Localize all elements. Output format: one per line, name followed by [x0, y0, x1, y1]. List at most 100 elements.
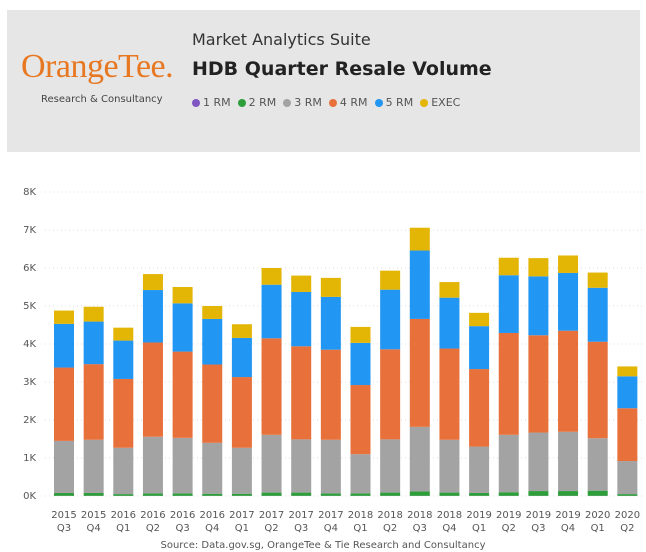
bar-segment [320, 349, 341, 440]
bar-segment [439, 282, 460, 298]
bar-segment [350, 326, 371, 343]
bar-segment [231, 377, 252, 448]
bar-segment [409, 426, 430, 492]
bar-segment [291, 275, 312, 292]
bar-segment [558, 491, 579, 496]
bar-segment [261, 434, 282, 493]
chart-title: HDB Quarter Resale Volume [192, 58, 492, 80]
x-tick-label: 2019 Q4 [555, 510, 581, 534]
legend-dot [374, 98, 383, 107]
legend-dot [192, 98, 200, 107]
bar-segment [587, 287, 608, 342]
x-tick-label: 2017 Q3 [288, 510, 314, 534]
legend-item: 2 RM [237, 96, 277, 109]
x-tick-label: 2015 Q4 [80, 510, 107, 534]
bar-segment [558, 431, 579, 492]
bar-segment [587, 341, 608, 439]
bar-segment [350, 385, 371, 455]
source-note: Source: Data.gov.sg, OrangeTee & Tie Res… [160, 540, 486, 551]
y-tick-label: 0K [23, 491, 36, 502]
bar-segment [380, 492, 401, 496]
bar-segment [469, 446, 490, 493]
bar-segment [291, 346, 312, 440]
legend-label: 3 RM [294, 96, 322, 109]
bar-segment [291, 439, 312, 493]
logo: OrangeTee. [21, 48, 174, 85]
x-tick-label: 2020 Q2 [614, 510, 641, 534]
bar-segment [113, 327, 134, 341]
bar-segment [380, 289, 401, 350]
legend-label: EXEC [431, 96, 461, 109]
bar-segment [320, 439, 341, 494]
legend-dot [283, 98, 292, 107]
bar-segment [409, 491, 430, 496]
bar-segment [142, 436, 163, 494]
suite-name: Market Analytics Suite [192, 30, 371, 49]
legend-label: 4 RM [339, 96, 368, 109]
bar-segment [172, 303, 193, 352]
bar-segment [113, 447, 134, 495]
legend-dot [328, 98, 337, 107]
bar-segment [528, 258, 549, 277]
legend-dot [237, 98, 246, 107]
bar-segment [528, 432, 549, 492]
bar-segment [587, 438, 608, 491]
bar-segment [528, 491, 549, 496]
bar-segment [469, 369, 490, 447]
legend-item: 1 RM [192, 96, 231, 109]
bar-segment [587, 272, 608, 288]
bar-segment [231, 493, 252, 496]
x-tick-label: 2016 Q1 [110, 510, 137, 534]
legend-label: 5 RM [385, 96, 414, 109]
bar-segment [528, 335, 549, 433]
bar-segment [617, 494, 638, 496]
bar-segment [409, 250, 430, 319]
bar-segment [202, 493, 223, 496]
x-tick-label: 2017 Q2 [258, 510, 285, 534]
bar-segment [558, 255, 579, 273]
x-tick-label: 2019 Q1 [466, 510, 492, 534]
y-tick-label: 6K [23, 263, 36, 274]
bar-segment [172, 493, 193, 496]
bar-segment [498, 332, 519, 435]
legend-item: 5 RM [374, 96, 414, 109]
bar-segment [469, 326, 490, 370]
bar-segment [469, 312, 490, 327]
bar-segment [142, 290, 163, 343]
x-tick-label: 2019 Q3 [525, 510, 552, 534]
bar-segment [83, 321, 104, 365]
legend-label: 2 RM [248, 96, 277, 109]
bar-segment [380, 270, 401, 290]
y-tick-label: 2K [23, 415, 36, 426]
bar-segment [83, 492, 104, 496]
bar-segment [320, 296, 341, 350]
header: OrangeTee. Research & Consultancy Market… [7, 10, 640, 152]
bar-segment [409, 318, 430, 427]
bar-segment [142, 274, 163, 291]
bar-segment [498, 257, 519, 276]
legend-dot [420, 98, 429, 107]
x-tick-label: 2016 Q2 [140, 510, 166, 534]
bar-segment [142, 342, 163, 437]
bar-segment [617, 366, 638, 377]
bar-segment [261, 284, 282, 339]
bar-segment [498, 492, 519, 496]
bar-segment [172, 437, 193, 494]
x-tick-label: 2015 Q3 [51, 510, 77, 534]
bar-segment [202, 442, 223, 494]
bar-segment [261, 268, 282, 285]
bar-segment [558, 272, 579, 331]
bar-segment [320, 493, 341, 496]
bar-segment [439, 492, 460, 496]
legend-item: 3 RM [283, 96, 322, 109]
bar-segment [439, 439, 460, 493]
bar-segment [54, 492, 74, 496]
bar-segment [113, 494, 134, 496]
logo-subtitle: Research & Consultancy [41, 94, 163, 105]
y-tick-label: 1K [23, 453, 36, 464]
y-tick-label: 4K [23, 339, 36, 350]
x-tick-label: 2018 Q4 [436, 510, 463, 534]
bar-segment [320, 277, 341, 297]
bar-segment [83, 364, 104, 440]
